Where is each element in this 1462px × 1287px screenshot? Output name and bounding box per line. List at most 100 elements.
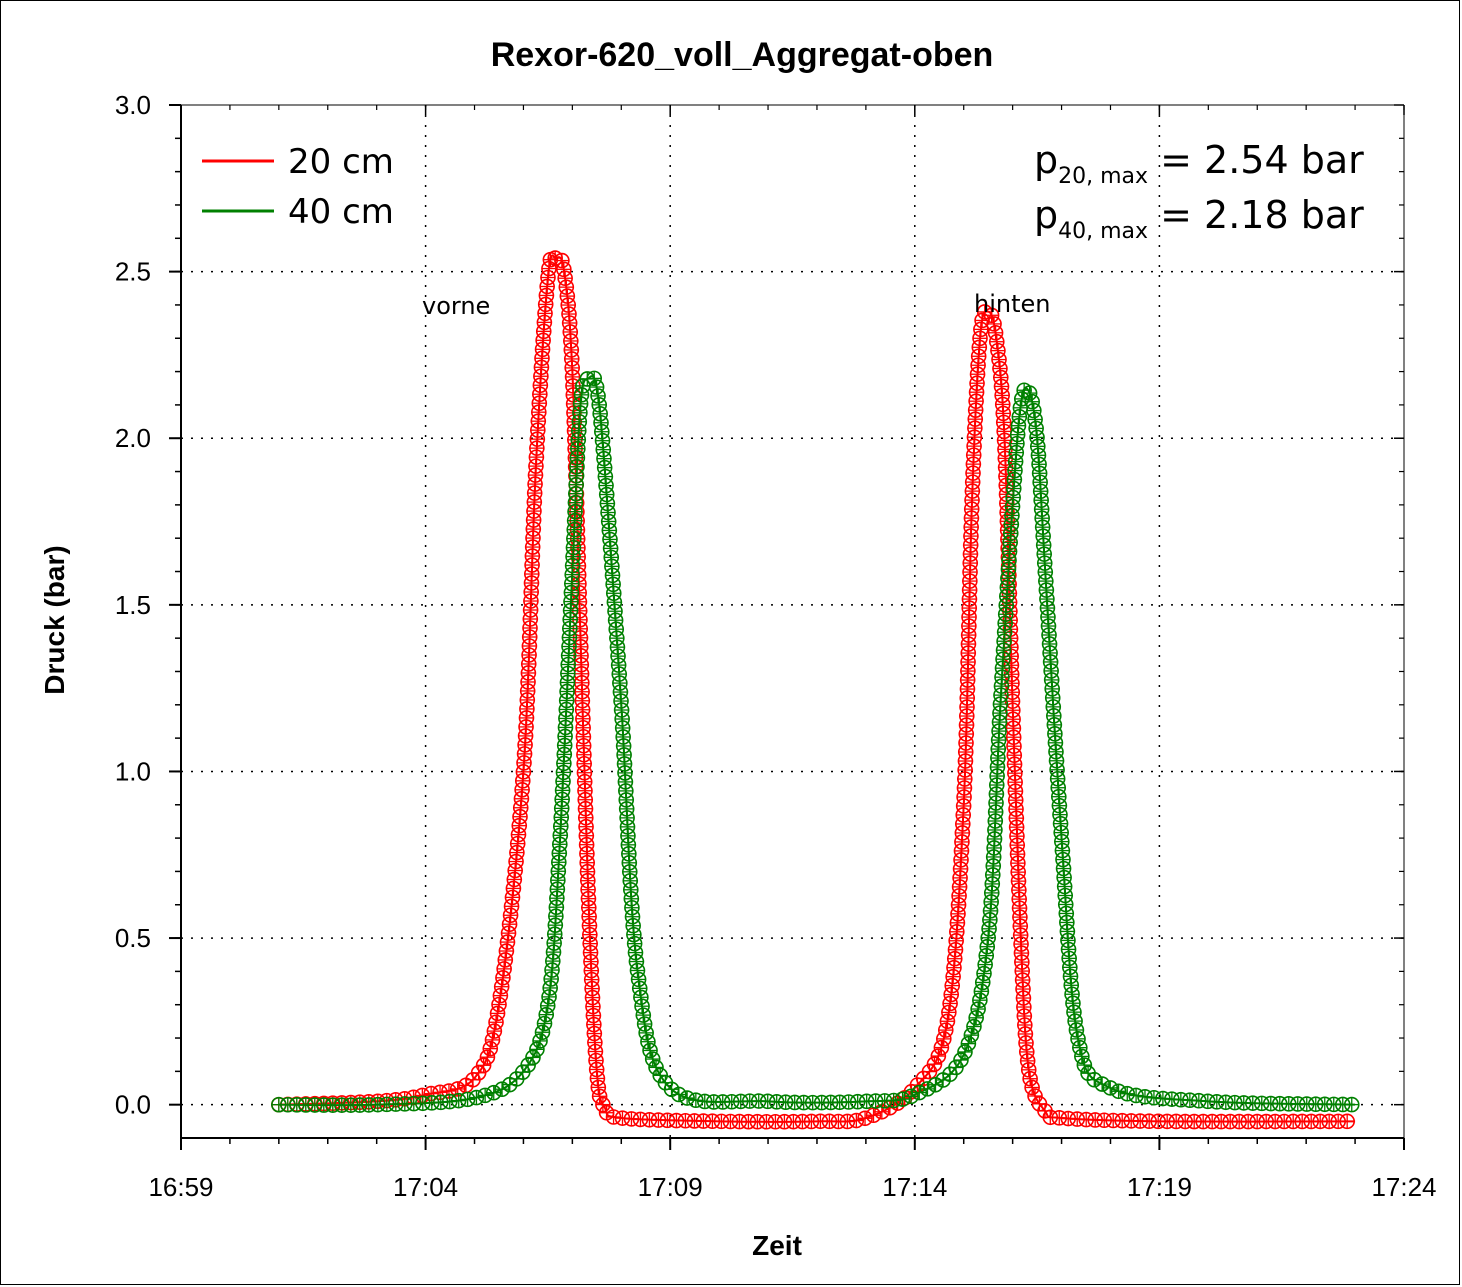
series-1-marker — [981, 921, 997, 937]
series-0-marker — [926, 1056, 943, 1072]
series-0-marker — [559, 288, 576, 304]
series-0-marker — [1019, 1053, 1036, 1069]
series-0-marker — [986, 316, 1002, 332]
series-1-marker — [980, 929, 997, 946]
series-0-marker — [539, 278, 555, 295]
series-0-marker — [479, 1049, 496, 1065]
series-1-marker — [573, 387, 590, 403]
series-1-marker — [671, 1086, 687, 1103]
series-0-marker — [510, 826, 527, 843]
series-1-marker — [1029, 429, 1045, 446]
y-tick-label: 2.5 — [115, 257, 151, 287]
y-tick-label: 1.0 — [115, 756, 151, 786]
series-0-marker — [475, 1057, 492, 1074]
series-1-marker — [642, 1042, 658, 1059]
series-0-marker — [588, 1061, 605, 1078]
y-tick-label: 3.0 — [115, 90, 151, 120]
series-1-marker — [572, 404, 588, 421]
series-1-marker — [588, 379, 605, 395]
series-1-marker — [1008, 444, 1025, 461]
series-1-marker — [966, 1018, 982, 1035]
series-0-marker — [496, 961, 512, 977]
y-tick-labels: 0.0 0.5 1.0 1.5 2.0 2.5 3.0 — [115, 90, 151, 1120]
series-1-marker — [450, 1092, 467, 1109]
series-1-marker — [525, 1049, 541, 1066]
series-1-marker — [679, 1090, 695, 1106]
series-0-marker — [511, 817, 528, 834]
series-0-marker — [942, 995, 958, 1012]
annotation-p20-max: p20, max = 2.54 bar — [1034, 138, 1364, 189]
series-0-marker — [1020, 1062, 1037, 1078]
series-1-marker — [631, 980, 648, 997]
series-1-marker — [1146, 1089, 1162, 1106]
series-0-marker — [945, 968, 961, 985]
series-1-marker — [972, 992, 988, 1008]
series-0-marker — [441, 1083, 457, 1099]
y-tick-label: 1.5 — [115, 590, 151, 620]
p20-subscript: 20, max — [1058, 164, 1148, 189]
series-1-marker — [1065, 995, 1081, 1012]
series-1-marker — [1021, 385, 1038, 401]
series-0-marker — [499, 934, 516, 950]
series-1-marker — [978, 947, 995, 964]
series-0-marker — [972, 330, 988, 347]
series-0-marker — [589, 1070, 606, 1087]
series-0-marker — [492, 987, 509, 1004]
series-1-marker — [1009, 426, 1026, 443]
p40-value: = 2.18 bar — [1148, 193, 1364, 237]
series-lines — [278, 254, 1356, 1123]
series-0-marker — [983, 307, 1000, 324]
series-1-marker — [1128, 1087, 1144, 1104]
series-1-marker — [627, 944, 644, 961]
series-0-marker — [943, 986, 960, 1003]
series-1-marker — [968, 1010, 984, 1026]
legend: 20 cm 40 cm — [202, 142, 394, 232]
series-1-marker — [1027, 411, 1043, 428]
series-0-marker — [508, 853, 524, 870]
series-0-marker — [484, 1032, 501, 1048]
p40-subscript: 40, max — [1058, 219, 1148, 244]
series-1-marker — [593, 414, 609, 431]
series-1-marker — [625, 917, 641, 934]
series-1-marker — [957, 1044, 973, 1060]
series-1-marker — [477, 1087, 493, 1104]
series-1-marker — [976, 965, 992, 982]
series-1-marker — [1011, 408, 1028, 425]
y-tick-label: 2.0 — [115, 423, 151, 453]
series-0-marker — [992, 369, 1009, 386]
series-0-marker — [502, 907, 519, 924]
series-1-marker — [459, 1091, 476, 1108]
series-0-marker — [1018, 1044, 1035, 1060]
series-1-marker — [598, 477, 614, 494]
series-1-marker — [590, 388, 606, 404]
series-0-marker — [930, 1048, 947, 1064]
series-0-marker — [988, 333, 1005, 350]
series-0-marker — [935, 1031, 952, 1047]
series-0-marker — [991, 351, 1007, 368]
series-0-marker — [554, 252, 570, 269]
series-0-marker — [1022, 1070, 1038, 1087]
series-0-marker — [509, 835, 526, 852]
series-0-marker — [540, 269, 556, 286]
series-0-marker — [990, 342, 1006, 359]
series-0-marker — [538, 287, 555, 304]
series-0-marker — [939, 1013, 956, 1030]
series-1-marker — [599, 495, 616, 512]
series-1-marker — [542, 980, 558, 996]
series-markers — [271, 250, 1360, 1130]
p20-base: p — [1034, 138, 1058, 182]
series-1-marker — [977, 956, 993, 973]
series-1-marker — [538, 1006, 555, 1023]
series-1-marker — [1072, 1039, 1088, 1056]
series-1-marker — [485, 1084, 502, 1101]
series-1-marker — [1010, 417, 1027, 434]
series-1-marker — [572, 396, 589, 412]
x-tick-label: 17:09 — [638, 1172, 703, 1202]
series-0-marker — [560, 297, 577, 313]
chart-title: Rexor-620_voll_Aggregat-oben — [491, 36, 994, 74]
series-1-marker — [1067, 1013, 1083, 1029]
legend-label-20cm: 20 cm — [288, 142, 394, 182]
series-1-marker — [688, 1092, 704, 1109]
x-tick-label: 17:24 — [1371, 1172, 1436, 1202]
